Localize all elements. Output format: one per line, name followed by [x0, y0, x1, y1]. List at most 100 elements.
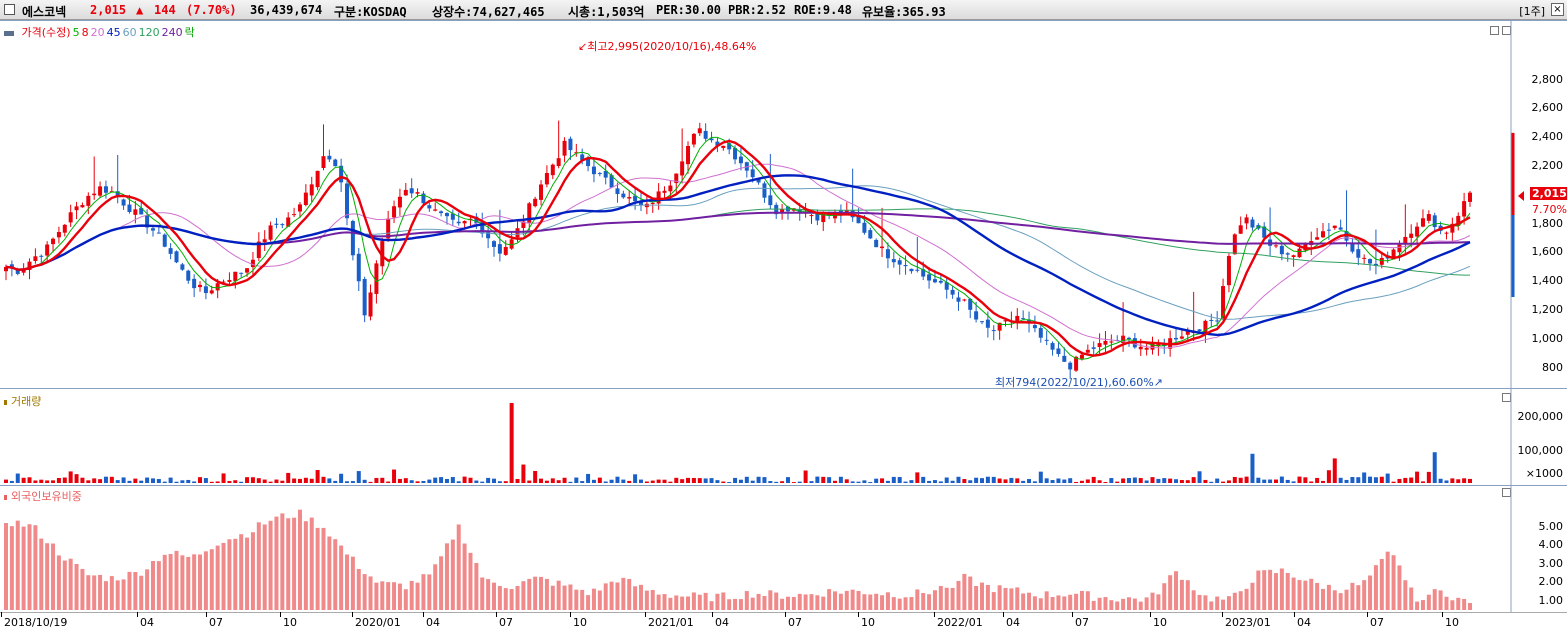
volume-bar [21, 477, 26, 483]
volume-bar [1203, 479, 1208, 483]
volume-bar [386, 481, 391, 483]
legend-item-6[interactable]: 120 [138, 26, 160, 39]
volume-bar [286, 472, 291, 483]
candle-body [256, 241, 261, 259]
volume-bar [1032, 481, 1037, 483]
foreign-bar [1250, 582, 1255, 610]
panel-handle-icon[interactable] [4, 399, 7, 405]
candle-body [1068, 362, 1073, 370]
candle-body [950, 289, 955, 295]
volume-bar [109, 476, 114, 483]
x-axis-tick [1294, 612, 1295, 617]
volume-bar [791, 482, 796, 483]
candle-body [386, 218, 391, 239]
candle-body [1138, 346, 1143, 350]
legend-item-8[interactable]: 락 [184, 26, 195, 39]
candle-body [627, 197, 632, 199]
period-selector[interactable]: [1주] [1519, 5, 1545, 18]
volume-bar [932, 480, 937, 483]
foreign-bar [1462, 598, 1467, 610]
legend-item-0[interactable]: 가격(수정) [21, 26, 71, 39]
foreign-bar [1185, 580, 1190, 610]
legend-item-1[interactable]: 5 [72, 26, 80, 39]
x-axis-label: 10 [570, 612, 587, 629]
candle-body [327, 155, 332, 160]
x-axis-tick [858, 612, 859, 617]
legend-item-5[interactable]: 60 [122, 26, 137, 39]
volume-chart[interactable] [0, 389, 1567, 485]
foreign-bar [1162, 583, 1167, 610]
candle-body [1297, 248, 1302, 258]
foreign-bar [297, 509, 302, 610]
volume-bar [838, 476, 843, 483]
foreign-bar [9, 526, 14, 610]
volume-bar [1326, 470, 1331, 483]
candle-body [1197, 329, 1202, 332]
legend-item-2[interactable]: 8 [81, 26, 89, 39]
volume-bar [51, 480, 56, 483]
volume-bar [1109, 478, 1114, 483]
candle-body [597, 173, 602, 175]
foreign-bar [962, 573, 967, 610]
foreign-bar [486, 579, 491, 610]
candle-body [821, 213, 826, 223]
foreign-bar [1303, 580, 1308, 610]
ma5-line [5, 136, 1471, 360]
foreign-bar [345, 554, 350, 610]
candle-body [33, 256, 38, 261]
candle-body [1179, 336, 1184, 339]
volume-bar [268, 481, 273, 483]
candle-body [897, 260, 902, 265]
foreign-bar [327, 536, 332, 610]
legend-item-4[interactable]: 45 [106, 26, 121, 39]
foreign-bar [1379, 558, 1384, 610]
foreign-bar [621, 577, 626, 610]
close-icon[interactable]: × [1551, 3, 1564, 16]
candle-body [1468, 192, 1472, 202]
volume-bar [1179, 480, 1184, 483]
foreign-bar [644, 590, 649, 610]
legend-item-3[interactable]: 20 [90, 26, 105, 39]
foreign-bar [780, 598, 785, 610]
volume-bar [1256, 477, 1261, 483]
foreign-bar [86, 575, 91, 610]
foreign-bar [1432, 589, 1437, 610]
panel-divider[interactable] [0, 485, 1567, 486]
foreign-bar [539, 576, 544, 610]
foreign-bar [33, 525, 38, 610]
volume-bar [815, 476, 820, 483]
volume-bar [1174, 479, 1179, 483]
foreign-bar [92, 575, 97, 610]
candle-body [1397, 244, 1402, 253]
candle-body [1262, 226, 1267, 238]
foreign-bar [1315, 582, 1320, 610]
price-chart[interactable] [0, 20, 1567, 388]
foreign-bar [150, 560, 155, 610]
panel-handle-icon[interactable] [4, 494, 7, 500]
foreign-bar [427, 574, 432, 610]
candle-body [1226, 256, 1231, 286]
minimize-icon[interactable] [1490, 26, 1499, 35]
volume-bar [303, 477, 308, 483]
candle-body [1103, 340, 1108, 345]
candle-body [1456, 215, 1461, 226]
panel-divider[interactable] [0, 388, 1567, 389]
foreign-bar [803, 594, 808, 610]
legend-item-7[interactable]: 240 [161, 26, 183, 39]
volume-bar [198, 477, 203, 483]
x-axis-tick [206, 612, 207, 617]
foreign-chart[interactable] [0, 486, 1567, 612]
foreign-bar [1121, 598, 1126, 610]
foreign-bar [615, 582, 620, 610]
candle-body [1420, 218, 1425, 227]
volume-bar [362, 479, 367, 483]
volume-bar [462, 476, 467, 483]
panel-handle-icon[interactable] [4, 30, 14, 36]
select-checkbox[interactable] [4, 4, 15, 15]
foreign-bar [56, 555, 61, 610]
candle-body [809, 215, 814, 217]
foreign-bar [1221, 599, 1226, 610]
foreign-bar [1126, 597, 1131, 610]
foreign-bar [974, 586, 979, 610]
candle-body [1144, 347, 1149, 350]
